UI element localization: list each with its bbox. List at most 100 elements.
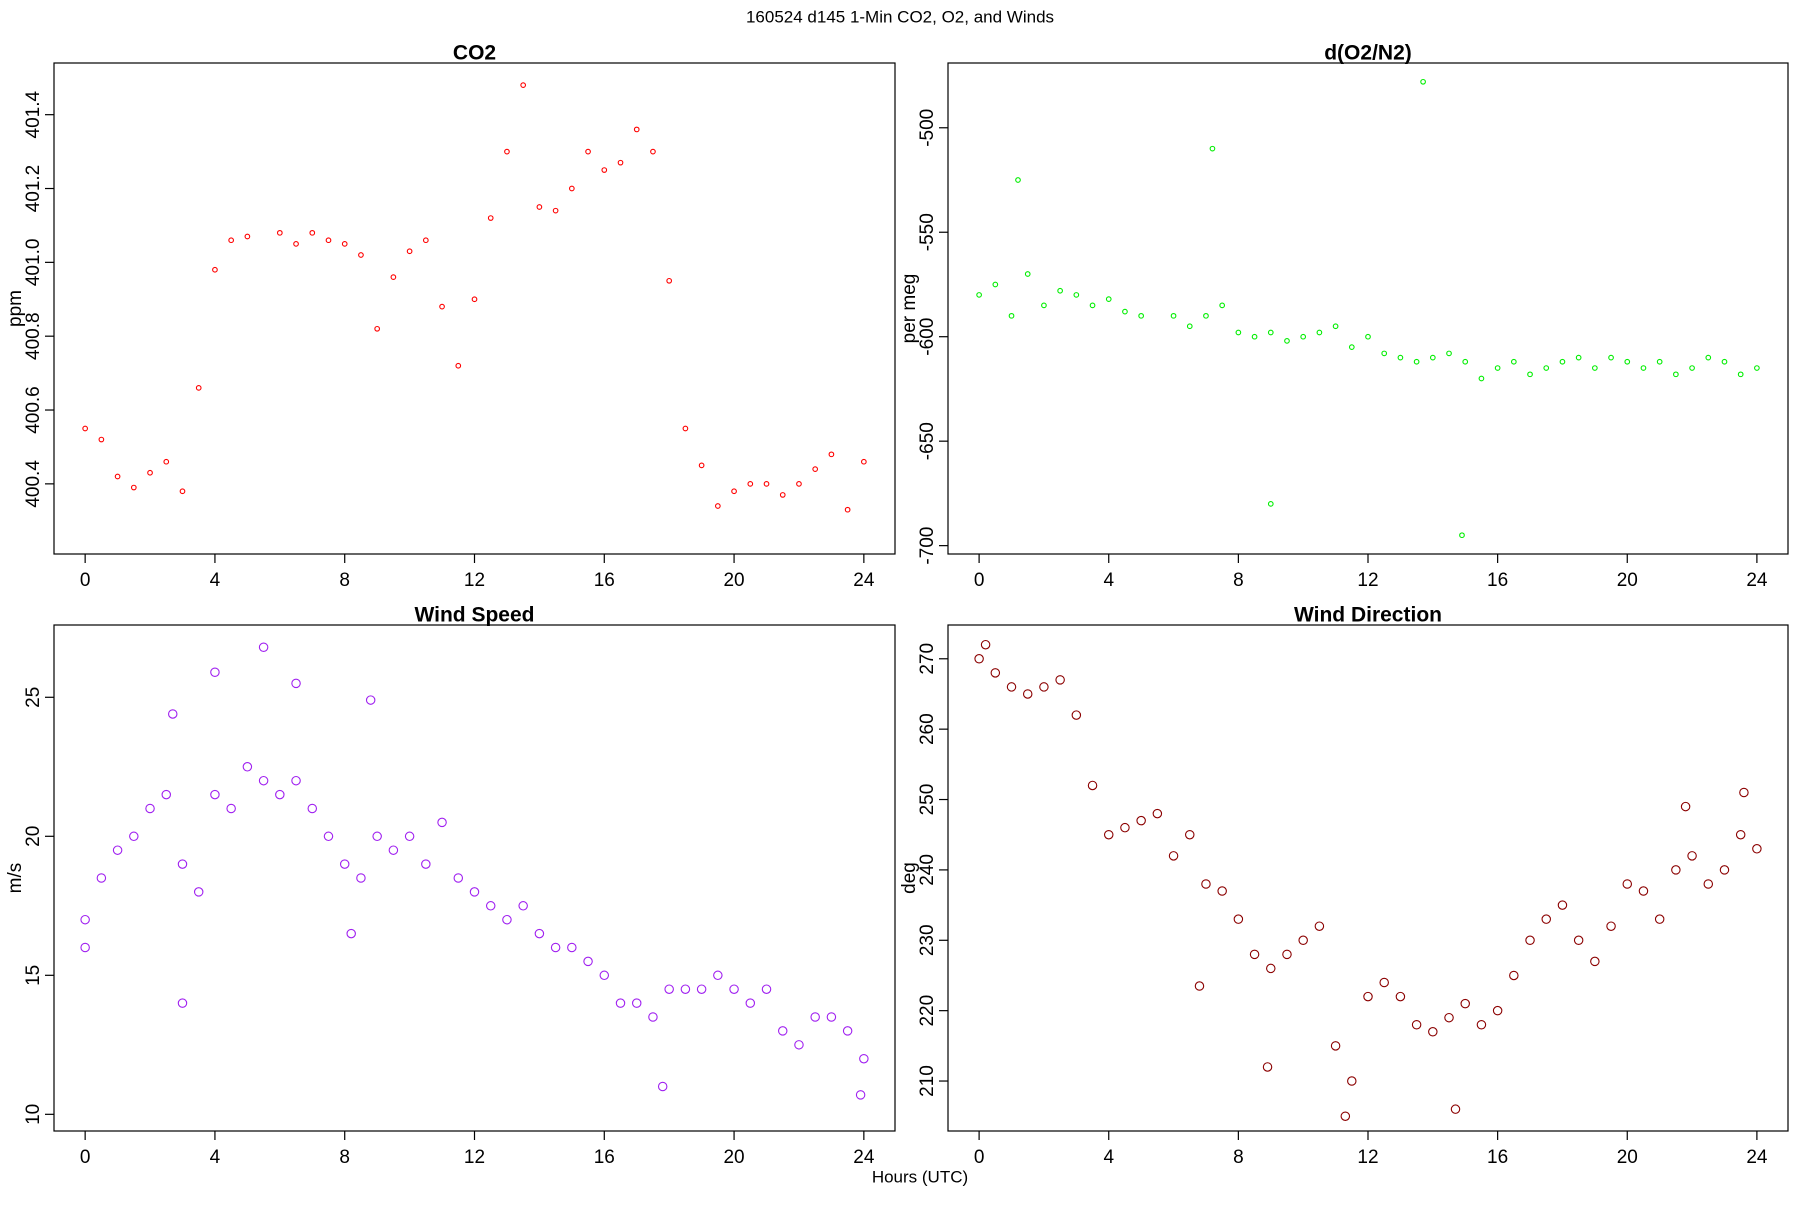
x-tick-label: 12: [464, 570, 485, 591]
point: [406, 248, 413, 255]
y-tick-label: 401.2: [23, 165, 44, 213]
figure-title: 160524 d145 1-Min CO2, O2, and Winds: [746, 7, 1054, 26]
point: [1194, 981, 1205, 991]
point: [1608, 354, 1614, 361]
point: [1446, 350, 1452, 357]
point: [130, 484, 137, 491]
point: [745, 998, 756, 1008]
point: [275, 789, 285, 800]
point: [1152, 808, 1163, 819]
point: [1219, 302, 1226, 309]
point: [1494, 365, 1501, 371]
point: [729, 984, 739, 994]
point: [650, 148, 656, 155]
point: [861, 458, 867, 465]
point: [1462, 358, 1469, 365]
point: [631, 998, 642, 1008]
y-axis-label: ppm: [5, 290, 26, 327]
point: [1444, 1012, 1454, 1023]
point: [1509, 970, 1519, 981]
point: [390, 274, 397, 280]
y-tick-label: 270: [917, 643, 938, 675]
point: [568, 185, 575, 192]
point: [1347, 1076, 1357, 1086]
point: [1705, 354, 1712, 361]
point: [1298, 935, 1308, 946]
y-tick-label: 260: [917, 713, 938, 745]
point: [1266, 963, 1276, 974]
y-tick-label: 250: [917, 784, 938, 816]
point: [1541, 914, 1551, 924]
point: [1087, 780, 1098, 791]
point: [469, 887, 480, 897]
point: [1622, 879, 1633, 889]
point: [1267, 501, 1274, 507]
point: [1300, 333, 1307, 340]
point: [96, 873, 107, 883]
point: [1022, 689, 1033, 699]
point: [1138, 312, 1144, 319]
y-tick-label: -500: [917, 109, 938, 147]
point: [713, 970, 723, 981]
y-tick-label: 400.4: [23, 460, 44, 508]
point: [1316, 329, 1323, 336]
point: [210, 789, 220, 800]
point: [583, 956, 593, 967]
point: [228, 237, 235, 244]
y-tick-label: 220: [917, 995, 938, 1027]
point: [258, 642, 269, 652]
point: [1429, 354, 1436, 361]
x-tick-label: 8: [339, 570, 350, 591]
point: [682, 425, 689, 432]
point: [763, 481, 770, 487]
plot-frame: [947, 624, 1789, 1132]
point: [339, 859, 350, 869]
y-tick-label: 10: [23, 1104, 44, 1125]
point: [1235, 329, 1242, 336]
point: [1739, 787, 1749, 798]
point: [1559, 358, 1566, 365]
point: [520, 82, 527, 89]
point: [1365, 333, 1371, 340]
plot-frame: [53, 62, 896, 555]
point: [599, 970, 610, 981]
point: [1348, 344, 1355, 351]
point: [1673, 371, 1679, 378]
point: [826, 1012, 837, 1022]
point: [1640, 365, 1647, 371]
point: [1754, 365, 1760, 371]
point: [1575, 354, 1582, 361]
point: [1168, 851, 1179, 861]
point: [828, 451, 835, 458]
y-tick-label: -600: [917, 318, 938, 356]
y-tick-label: 400.6: [23, 386, 44, 434]
x-tick-label: 0: [974, 570, 985, 591]
point: [1381, 350, 1388, 357]
x-tick-label: 16: [594, 1147, 615, 1168]
point: [1428, 1027, 1438, 1037]
point: [1654, 914, 1665, 924]
point: [1203, 312, 1209, 319]
point: [258, 775, 269, 786]
point: [114, 473, 121, 480]
point: [421, 859, 431, 869]
point: [1703, 879, 1714, 889]
point: [1201, 879, 1211, 889]
point: [1525, 935, 1535, 946]
point: [80, 914, 90, 925]
y-tick-label: 230: [917, 924, 938, 956]
x-tick-label: 20: [1617, 570, 1638, 591]
x-tick-label: 20: [1617, 1147, 1638, 1168]
point: [1721, 358, 1728, 365]
point: [80, 942, 90, 953]
point: [1592, 365, 1598, 371]
point: [747, 481, 754, 487]
point: [1024, 271, 1031, 277]
y-axis-label: per meg: [899, 274, 920, 344]
point: [601, 167, 608, 173]
point: [1478, 375, 1485, 382]
point: [455, 362, 462, 369]
point: [714, 503, 721, 509]
point: [1543, 365, 1550, 371]
